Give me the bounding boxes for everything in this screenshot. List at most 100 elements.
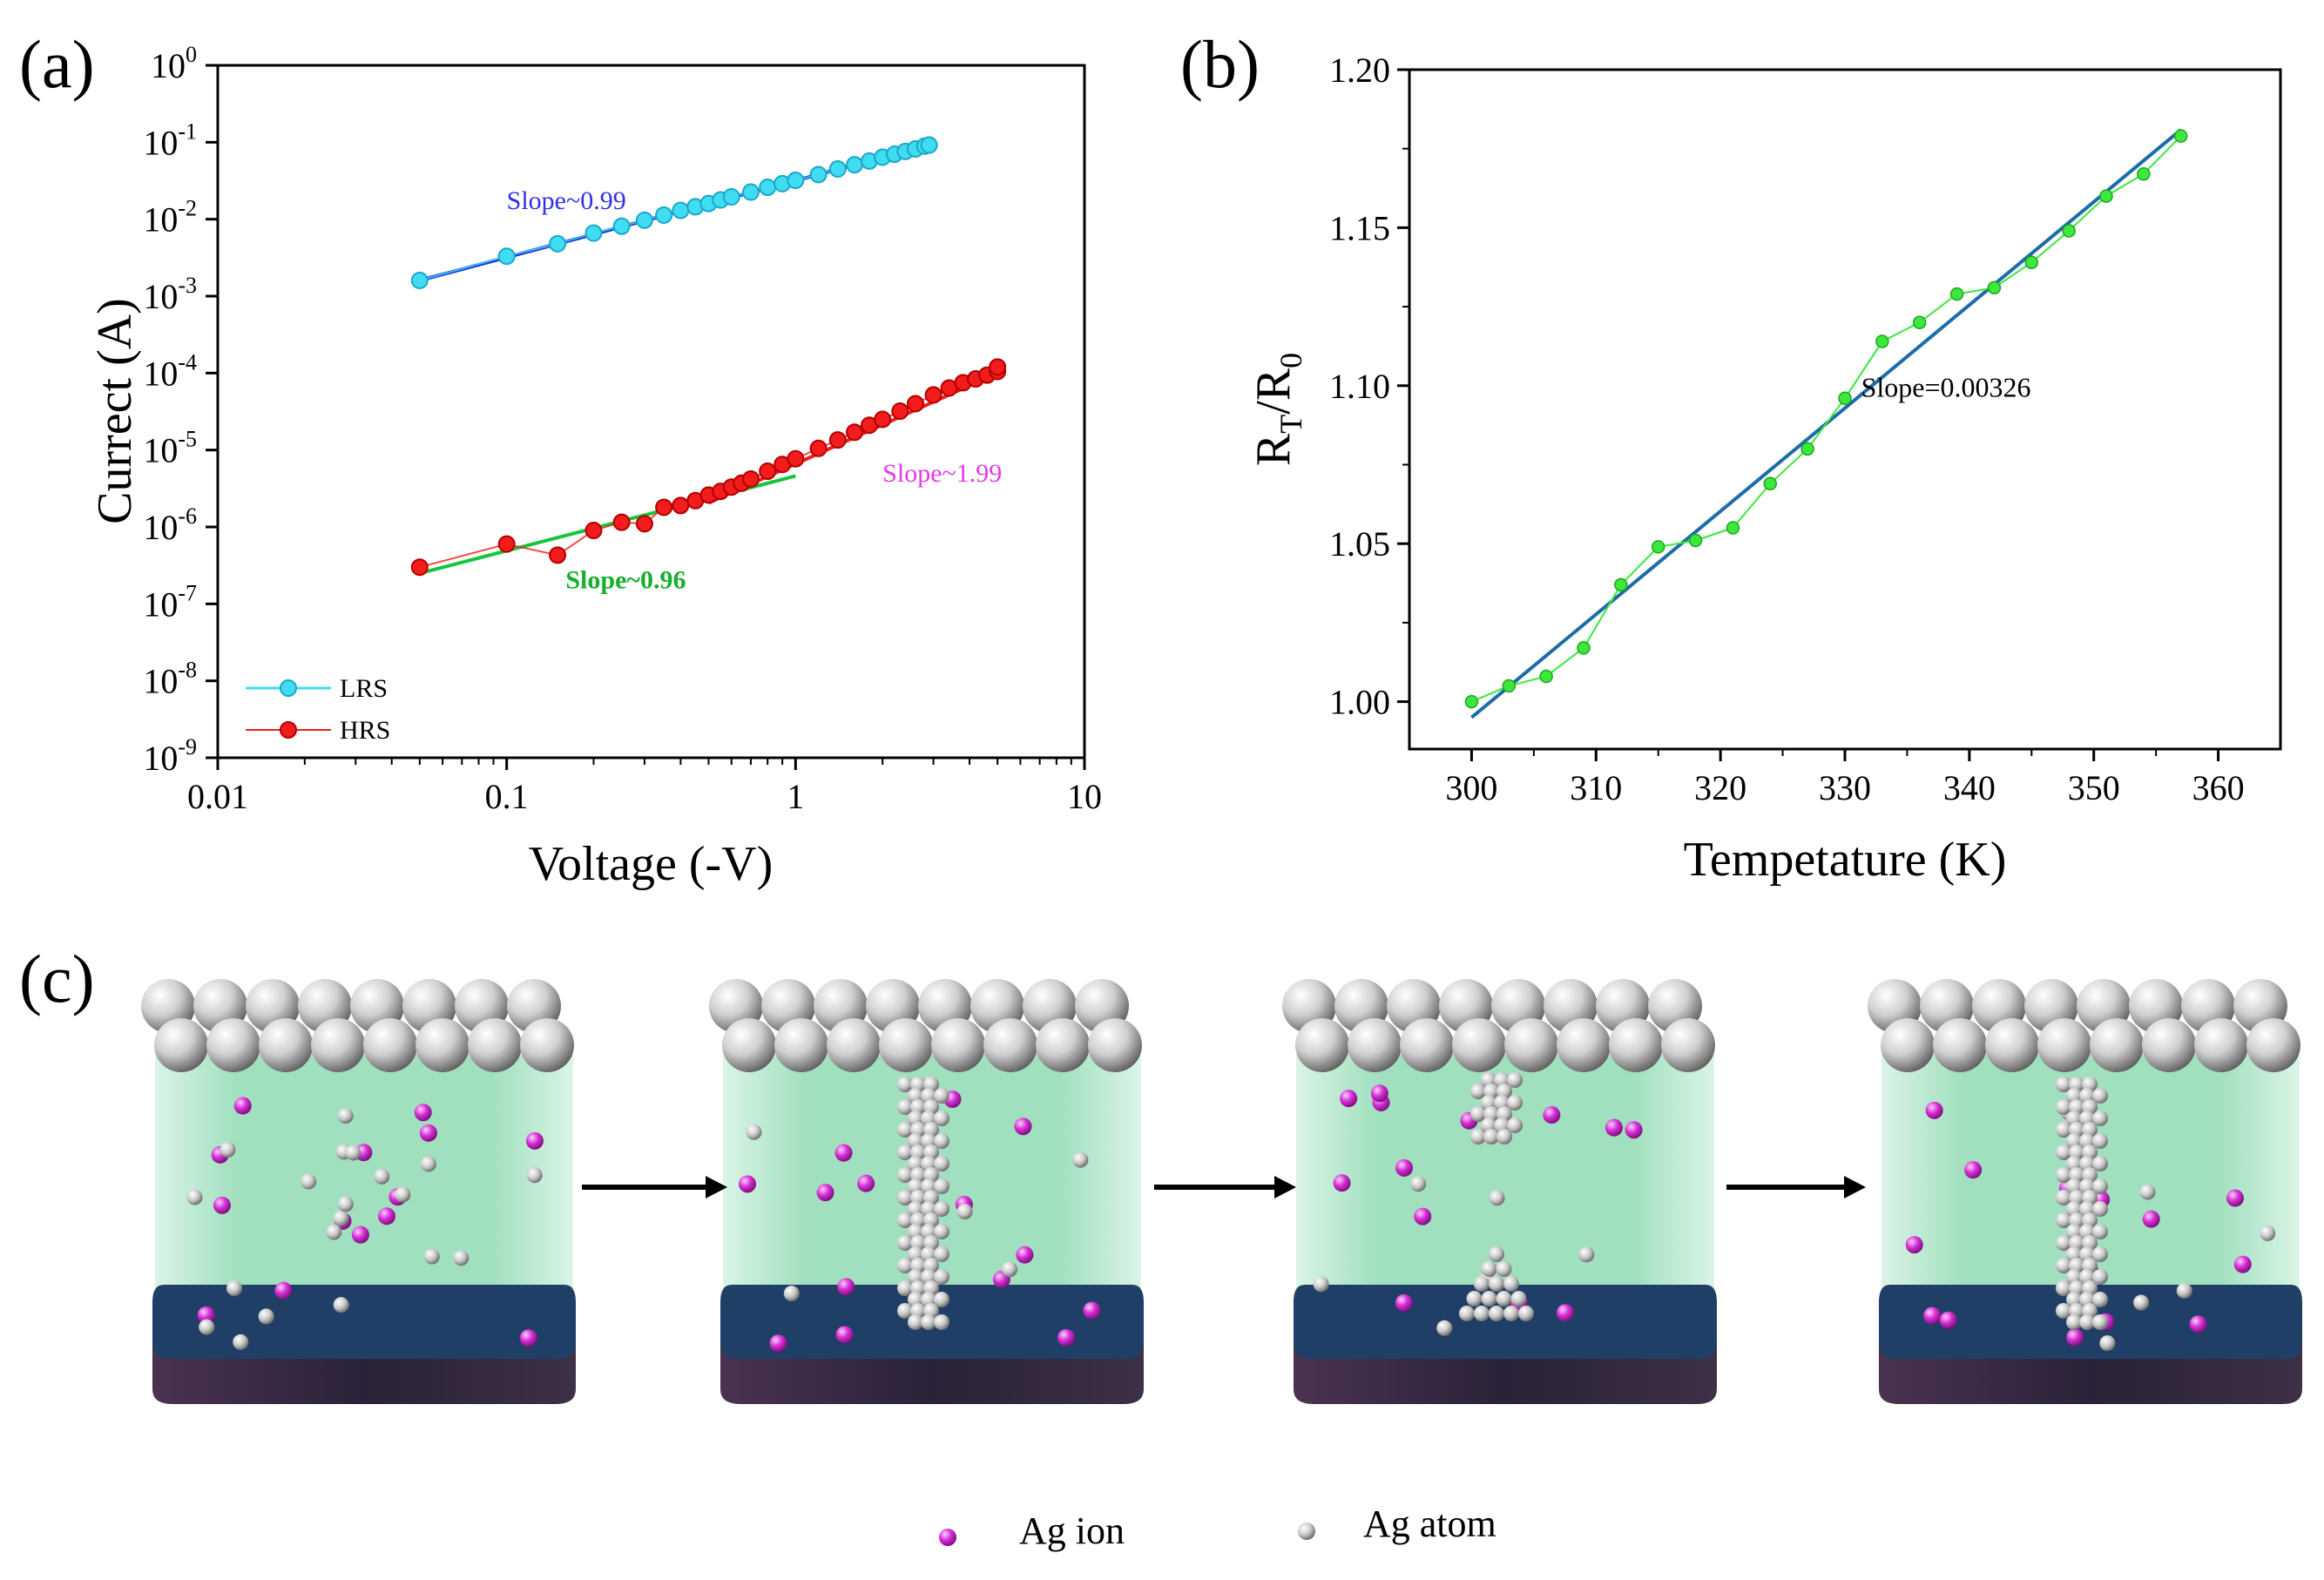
- ag-atom: [199, 1319, 215, 1335]
- panel-a-label: (a): [19, 26, 95, 102]
- point-LRS: [828, 159, 847, 178]
- legend-hrs-marker: [280, 721, 297, 739]
- top-electrode-atom: [363, 1018, 417, 1072]
- plot-a-series: [410, 136, 1007, 577]
- filament-atom: [897, 1280, 913, 1296]
- filament-atom: [1470, 1106, 1486, 1122]
- filament-atom: [934, 1292, 949, 1307]
- x-tick-label-b-3: 330: [1819, 768, 1871, 807]
- filament-atom: [2056, 1235, 2071, 1251]
- ag-atom: [333, 1210, 349, 1226]
- ag-ion: [419, 1124, 437, 1142]
- ag-ion: [1923, 1307, 1942, 1325]
- filament-atom: [934, 1133, 949, 1149]
- y-tick-label-a-5: 10-4: [143, 349, 197, 393]
- filament-atom: [897, 1235, 913, 1251]
- point-LRS: [759, 179, 777, 197]
- point-HRS: [828, 431, 847, 449]
- top-electrode-atom: [1088, 1018, 1142, 1072]
- point-HRS: [741, 469, 760, 488]
- filament-atom: [2079, 1314, 2095, 1330]
- filament-atom: [2092, 1269, 2108, 1285]
- point-LRS: [655, 206, 673, 224]
- ag-atom: [2139, 1184, 2156, 1200]
- plot-b-xlabel: Tempetature (K): [1684, 833, 2007, 887]
- ag-ion: [1016, 1246, 1034, 1264]
- filament-atom: [934, 1314, 949, 1330]
- filament-atom: [934, 1269, 949, 1285]
- ag-atom: [1410, 1176, 1427, 1192]
- filament-atom: [1481, 1261, 1497, 1277]
- ag-atom-legend-icon: [1298, 1523, 1315, 1540]
- filament-atom: [934, 1224, 949, 1239]
- filament-atom: [897, 1303, 913, 1319]
- filament-atom: [2056, 1167, 2071, 1183]
- ag-atom: [1313, 1276, 1329, 1293]
- y-tick-exponent: -1: [178, 118, 197, 144]
- schematic-legend: Ag ion Ag atom: [939, 1502, 1496, 1552]
- plot-b-ylabel-sub2: 0: [1273, 353, 1308, 368]
- y-tick-label-a-2: 10-7: [143, 580, 197, 624]
- panel-b: (b) 300 310 320 330 340 350 360 1.00 1.05 1.10 1.1…: [1180, 26, 2282, 887]
- ag-ion: [351, 1226, 369, 1244]
- panel-a: (a) 0.01 0.1 1 1010-910-810-710-610-510-410…: [19, 26, 1102, 891]
- point-HRS: [549, 546, 567, 564]
- x-tick-label-b-4: 340: [1943, 768, 1996, 807]
- top-electrode-atom: [468, 1018, 522, 1072]
- ag-ion: [1083, 1301, 1101, 1320]
- filament-schematic: [141, 979, 2302, 1404]
- ag-ion: [769, 1334, 787, 1353]
- top-electrode-atom: [1985, 1018, 2039, 1072]
- plot-a-ylabel: Currect (A): [88, 298, 142, 524]
- ag-ion: [2226, 1189, 2244, 1207]
- ag-atom: [2176, 1282, 2192, 1299]
- top-electrode-atom: [311, 1018, 365, 1072]
- y-tick-exponent: -3: [178, 273, 197, 298]
- filament-atom: [1496, 1129, 1512, 1144]
- filament-atom: [2056, 1303, 2071, 1319]
- top-electrode-atom: [931, 1018, 985, 1072]
- filament-atom: [1474, 1276, 1490, 1292]
- ag-ion: [835, 1326, 854, 1344]
- point-HRS: [846, 423, 864, 442]
- filament-atom: [897, 1167, 913, 1183]
- ag-atom: [301, 1173, 317, 1190]
- filament-atom: [897, 1122, 913, 1138]
- ag-atom: [1436, 1320, 1453, 1336]
- point-HRS: [989, 358, 1007, 376]
- point-measured: [1539, 669, 1553, 684]
- ag-atom: [326, 1224, 342, 1240]
- point-measured: [1464, 694, 1479, 709]
- filament-atom: [2092, 1224, 2108, 1239]
- filament-atom: [1489, 1276, 1504, 1292]
- point-measured: [1800, 442, 1814, 456]
- point-measured: [1577, 641, 1591, 655]
- ag-ion: [2189, 1315, 2207, 1334]
- ag-atom: [420, 1156, 436, 1172]
- top-electrode-atom: [1557, 1018, 1611, 1072]
- ag-ion: [834, 1144, 853, 1162]
- y-tick-base: 10: [143, 123, 178, 162]
- panel-c: (c) Ag ion Ag atom: [19, 941, 2302, 1552]
- filament-atom: [2092, 1292, 2108, 1307]
- filament-atom: [897, 1077, 913, 1092]
- ag-atom: [746, 1124, 762, 1140]
- y-tick-label-a-8: 10-1: [143, 118, 197, 162]
- ag-atom: [956, 1204, 973, 1220]
- filament-atom: [1489, 1306, 1504, 1321]
- plot-a-axes: 0.01 0.1 1 1010-910-810-710-610-510-410-310…: [143, 42, 1102, 816]
- ag-atom: [186, 1189, 203, 1205]
- panel-c-label: (c): [19, 941, 95, 1016]
- x-tick-label-a-1: 0.1: [485, 777, 529, 816]
- filament-atom: [2056, 1190, 2071, 1205]
- y-tick-exponent: -2: [178, 196, 197, 221]
- ag-atom: [337, 1108, 354, 1124]
- point-LRS: [722, 188, 740, 206]
- point-LRS: [410, 271, 429, 289]
- x-tick-label-b-0: 300: [1445, 768, 1497, 807]
- ag-ion: [1014, 1117, 1032, 1136]
- filament-atom: [897, 1190, 913, 1205]
- filament-atom: [897, 1212, 913, 1228]
- ag-ion: [519, 1329, 537, 1347]
- point-LRS: [549, 234, 567, 253]
